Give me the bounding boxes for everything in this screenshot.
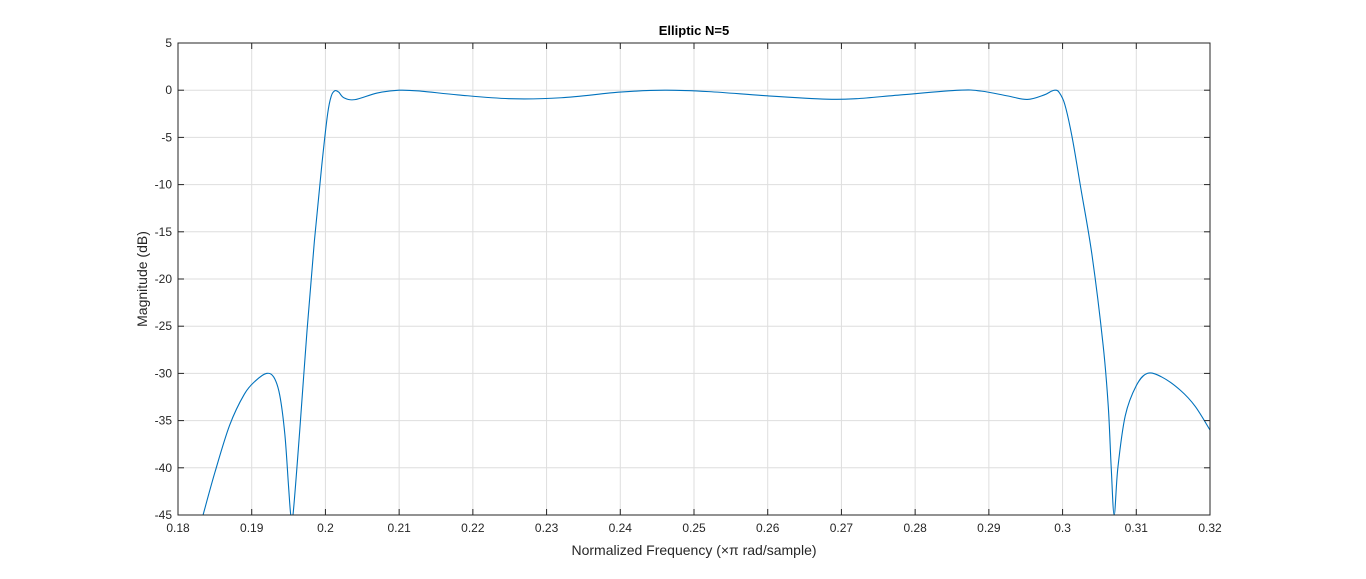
y-tick-label: -40: [155, 461, 173, 475]
x-tick-label: 0.28: [903, 521, 927, 535]
x-tick-label: 0.26: [756, 521, 780, 535]
x-tick-label: 0.22: [461, 521, 485, 535]
x-tick-label: 0.25: [682, 521, 706, 535]
y-tick-label: -45: [155, 508, 173, 522]
x-tick-label: 0.18: [166, 521, 190, 535]
tick-labels: 0.18 0.19 0.2 0.21 0.22 0.23 0.24 0.25 0.26 0.27 0…: [155, 36, 1222, 535]
series-layer: [202, 89, 1210, 515]
y-tick-label: 0: [165, 83, 172, 97]
y-tick-label: -5: [161, 130, 172, 144]
x-tick-label: 0.3: [1054, 521, 1071, 535]
x-tick-label: 0.19: [240, 521, 264, 535]
y-tick-label: -15: [155, 225, 173, 239]
y-tick-label: -30: [155, 366, 173, 380]
y-tick-label: -20: [155, 272, 173, 286]
y-axis-title: Magnitude (dB): [134, 231, 150, 327]
x-tick-label: 0.2: [317, 521, 334, 535]
y-tick-label: 5: [165, 36, 172, 50]
x-tick-label: 0.23: [535, 521, 559, 535]
x-tick-label: 0.29: [977, 521, 1001, 535]
x-tick-label: 0.31: [1125, 521, 1149, 535]
y-tick-label: -25: [155, 319, 173, 333]
x-axis-title: Normalized Frequency (×π rad/sample): [571, 542, 816, 558]
x-tick-label: 0.27: [830, 521, 854, 535]
x-tick-label: 0.21: [387, 521, 411, 535]
y-tick-label: -10: [155, 178, 173, 192]
x-tick-label: 0.32: [1198, 521, 1222, 535]
chart-title: Elliptic N=5: [659, 23, 729, 38]
x-tick-label: 0.24: [609, 521, 633, 535]
y-tick-label: -35: [155, 414, 173, 428]
series-line: [202, 89, 1210, 515]
ticks: [177, 42, 1211, 516]
